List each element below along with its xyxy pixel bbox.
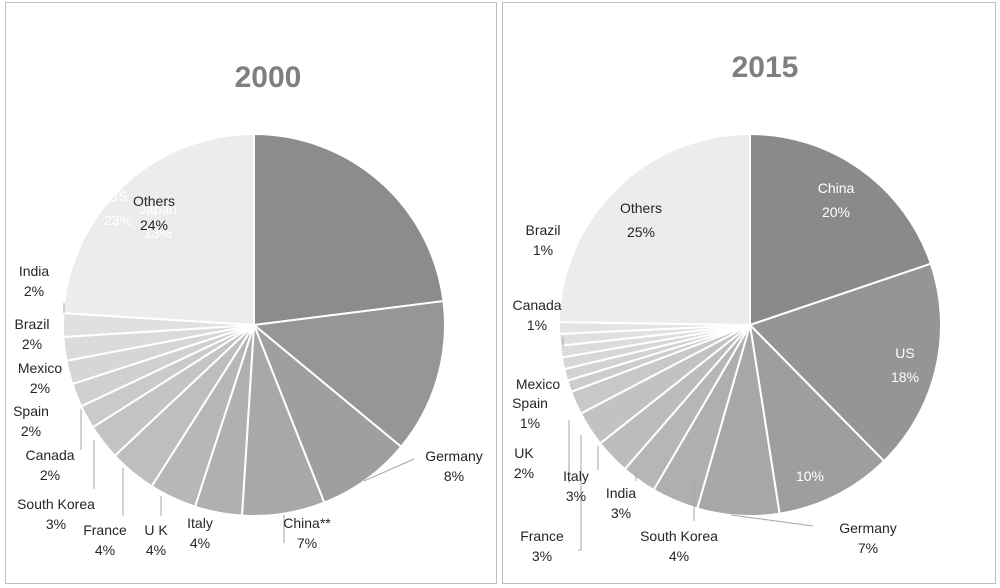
slice-label: Mexico [18, 360, 63, 376]
slice-label: Canada [512, 297, 561, 313]
slice-value-label: 3% [46, 516, 66, 532]
slice-label: UK [514, 445, 534, 461]
slice-label: Italy [187, 515, 213, 531]
slice-label: Spain [512, 395, 548, 411]
slice-value-label: 4% [95, 542, 115, 558]
pie-slice-us [253, 132, 445, 327]
slice-label: US [895, 345, 914, 361]
slice-value-label: 2% [21, 423, 41, 439]
slice-label: Brazil [14, 316, 49, 332]
slice-value-label: 8% [444, 468, 464, 484]
slice-value-label: 13% [144, 225, 172, 241]
leader-line [730, 514, 814, 527]
pie-chart-2000: 2000 US 23% Japan 13% Germany 8% China** 7% Ital… [5, 2, 497, 584]
chart-title: 2000 [235, 61, 302, 94]
slice-label: U K [144, 522, 168, 538]
slice-label: India [606, 485, 637, 501]
slice-label: France [520, 528, 564, 544]
pie-slice-slice-2 [748, 322, 886, 515]
leader-line [363, 458, 415, 482]
pie-slice-china [749, 132, 933, 327]
slice-label: South Korea [17, 496, 95, 512]
pie-chart-2000-svg: 2000 US 23% Japan 13% Germany 8% China** 7% Ital… [13, 61, 483, 558]
slice-value-label: 1% [533, 242, 553, 258]
slice-label: Brazil [525, 222, 560, 238]
slice-value-label: 2% [30, 380, 50, 396]
slice-value-label: 7% [858, 540, 878, 556]
chart-title: 2015 [732, 51, 799, 84]
slice-value-label: 2% [514, 465, 534, 481]
slice-value-label: 18% [891, 369, 919, 385]
slice-value-label: 2% [40, 467, 60, 483]
slice-label: South Korea [640, 528, 718, 544]
slice-label: China [818, 180, 855, 196]
slice-label: India [19, 263, 50, 279]
slice-value-label: 25% [627, 224, 655, 240]
slice-value-label: 3% [532, 548, 552, 564]
slice-label: Others [620, 200, 662, 216]
slice-label: Spain [13, 403, 49, 419]
slice-value-label: 7% [297, 535, 317, 551]
slice-label: Japan [139, 201, 177, 217]
slice-value-label: 4% [190, 535, 210, 551]
slice-label: Germany [425, 448, 483, 464]
slice-label: Others [133, 193, 175, 209]
slice-value-label: 1% [520, 415, 540, 431]
pie-slice-others [558, 132, 751, 327]
slice-label: Mexico [516, 376, 561, 392]
slice-value-label: 4% [669, 548, 689, 564]
slice-value-label: 3% [611, 505, 631, 521]
pie-slice-japan [251, 299, 446, 449]
leader-line [578, 435, 582, 551]
slice-label: Germany [839, 520, 897, 536]
slice-label: China** [283, 515, 331, 531]
pie-slice-us [748, 262, 942, 463]
slice-value-label: 2% [24, 283, 44, 299]
pie-chart-2015-svg: 2015 China 20% US 18% 10% Germany 7% South Kore… [512, 51, 942, 564]
slice-value-label: 24% [140, 217, 168, 233]
slice-label: France [83, 522, 127, 538]
slice-value-label: 20% [822, 204, 850, 220]
slice-value-label: 4% [146, 542, 166, 558]
pie-slice-others [62, 132, 255, 327]
slice-label: Italy [563, 468, 589, 484]
slice-value-label: 3% [566, 488, 586, 504]
slice-value-label: 1% [527, 317, 547, 333]
pie-slice-germany [253, 324, 403, 504]
pie-chart-2015: 2015 China 20% US 18% 10% Germany 7% South Kore… [502, 2, 996, 584]
slice-value-label: 2% [22, 336, 42, 352]
slice-value-label: 23% [104, 212, 132, 228]
slice-value-label: 10% [796, 468, 824, 484]
slice-label: US [108, 188, 127, 204]
slice-label: Canada [25, 447, 74, 463]
